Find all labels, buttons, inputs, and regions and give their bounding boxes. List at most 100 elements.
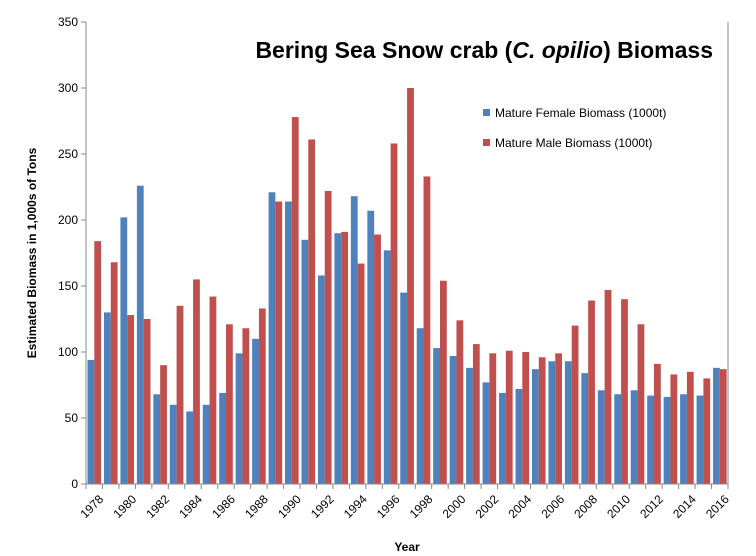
bar-male-1993	[341, 231, 349, 484]
bar-female-2000	[449, 355, 457, 484]
bar-male-1990	[291, 117, 299, 484]
x-tick-label: 2010	[604, 492, 633, 521]
x-tick-label: 2002	[473, 492, 502, 521]
y-tick-label: 50	[65, 411, 79, 425]
x-tick-label: 1982	[143, 492, 172, 521]
bar-male-2001	[472, 344, 480, 484]
bar-female-1995	[367, 210, 375, 484]
bar-female-2003	[499, 392, 506, 484]
bar-male-1987	[242, 328, 250, 484]
bar-male-1981	[143, 319, 151, 484]
x-tick-label: 2004	[506, 492, 535, 521]
bar-female-1991	[301, 239, 309, 484]
bar-male-2003	[505, 350, 513, 484]
bar-female-1988	[252, 338, 259, 484]
x-tick-label: 1988	[242, 492, 271, 521]
bar-female-1982	[153, 394, 161, 484]
x-tick-label: 2008	[571, 492, 600, 521]
bar-female-1985	[202, 404, 210, 484]
y-tick-label: 0	[71, 477, 78, 491]
bar-male-1999	[439, 280, 447, 484]
bar-male-2012	[653, 363, 661, 484]
bar-male-1986	[225, 324, 233, 484]
bar-female-2006	[548, 361, 556, 484]
bar-male-1994	[357, 263, 365, 484]
bar-female-1993	[334, 233, 342, 484]
bar-female-2013	[663, 396, 671, 484]
bar-male-2016	[719, 369, 727, 484]
bars	[87, 88, 727, 485]
bar-male-2000	[456, 320, 464, 484]
x-tick-label: 2016	[703, 492, 732, 521]
bar-male-1979	[110, 262, 118, 484]
bar-female-1998	[416, 328, 424, 484]
x-tick-label: 2012	[637, 492, 666, 521]
bar-female-1996	[383, 250, 391, 484]
y-axis: 0 50 100 150 200 250 300 350	[58, 15, 729, 491]
x-tick-label: 1980	[110, 492, 139, 521]
bar-male-1982	[160, 365, 167, 484]
bar-female-1989	[268, 192, 276, 484]
x-tick-label: 2014	[670, 492, 699, 521]
legend-label-male: Mature Male Biomass (1000t)	[495, 136, 652, 150]
x-axis: 1978 1980 1982 1984 1986 1988 1990 1992 1994 1996…	[78, 483, 732, 521]
x-tick-label: 1996	[374, 492, 403, 521]
bar-male-1989	[275, 201, 283, 484]
legend-swatch-male	[483, 139, 490, 146]
bar-female-1983	[169, 404, 177, 484]
y-tick-label: 350	[58, 15, 78, 29]
bar-female-1997	[400, 292, 408, 484]
bar-female-1979	[103, 312, 111, 484]
x-axis-label: Year	[394, 540, 420, 554]
x-tick-label: 1978	[78, 492, 107, 521]
bar-male-2011	[637, 324, 645, 484]
bar-male-2004	[522, 352, 530, 484]
bar-male-2007	[571, 325, 579, 484]
legend-label-female: Mature Female Biomass (1000t)	[495, 106, 666, 120]
bar-male-2009	[604, 289, 612, 484]
bar-female-1992	[317, 275, 325, 484]
x-tick-label: 1992	[308, 492, 337, 521]
x-tick-label: 2006	[538, 492, 567, 521]
bar-female-1987	[235, 353, 243, 484]
bar-female-1984	[186, 411, 194, 484]
bar-male-1991	[308, 139, 316, 485]
bar-female-1999	[433, 348, 440, 484]
bar-female-2001	[466, 367, 473, 484]
bar-female-2014	[680, 394, 687, 484]
bar-female-1978	[87, 359, 95, 484]
bar-male-1998	[423, 176, 431, 484]
legend-swatch-female	[483, 109, 490, 116]
y-tick-label: 150	[58, 279, 78, 293]
bar-female-2009	[597, 390, 605, 484]
bar-male-1985	[209, 296, 217, 484]
bar-female-1980	[120, 217, 128, 485]
bar-male-2010	[621, 299, 628, 484]
bar-male-2005	[538, 357, 546, 484]
bar-female-2012	[647, 395, 654, 484]
y-axis-label: Estimated Biomass in 1,000s of Tons	[25, 147, 39, 358]
bar-male-2015	[703, 378, 711, 484]
bar-male-1997	[407, 88, 414, 484]
bar-male-2002	[489, 353, 497, 484]
bar-female-1994	[350, 196, 358, 485]
bar-female-2005	[531, 369, 539, 484]
bar-male-1983	[176, 305, 184, 484]
bar-male-1988	[258, 308, 266, 484]
bar-male-1984	[193, 279, 200, 484]
bar-male-1980	[127, 315, 135, 484]
bar-male-1992	[324, 190, 332, 484]
bar-female-2008	[581, 373, 589, 484]
bar-male-2008	[588, 300, 595, 484]
bar-male-1978	[94, 241, 102, 484]
x-tick-label: 1990	[275, 492, 304, 521]
x-tick-label: 1986	[209, 492, 238, 521]
bar-female-2002	[482, 382, 490, 484]
bar-female-1990	[285, 201, 292, 484]
bar-female-1986	[219, 392, 226, 484]
bar-female-2004	[515, 388, 523, 484]
x-tick-label: 1994	[341, 492, 370, 521]
x-tick-label: 1998	[407, 492, 436, 521]
y-tick-label: 300	[58, 81, 78, 95]
